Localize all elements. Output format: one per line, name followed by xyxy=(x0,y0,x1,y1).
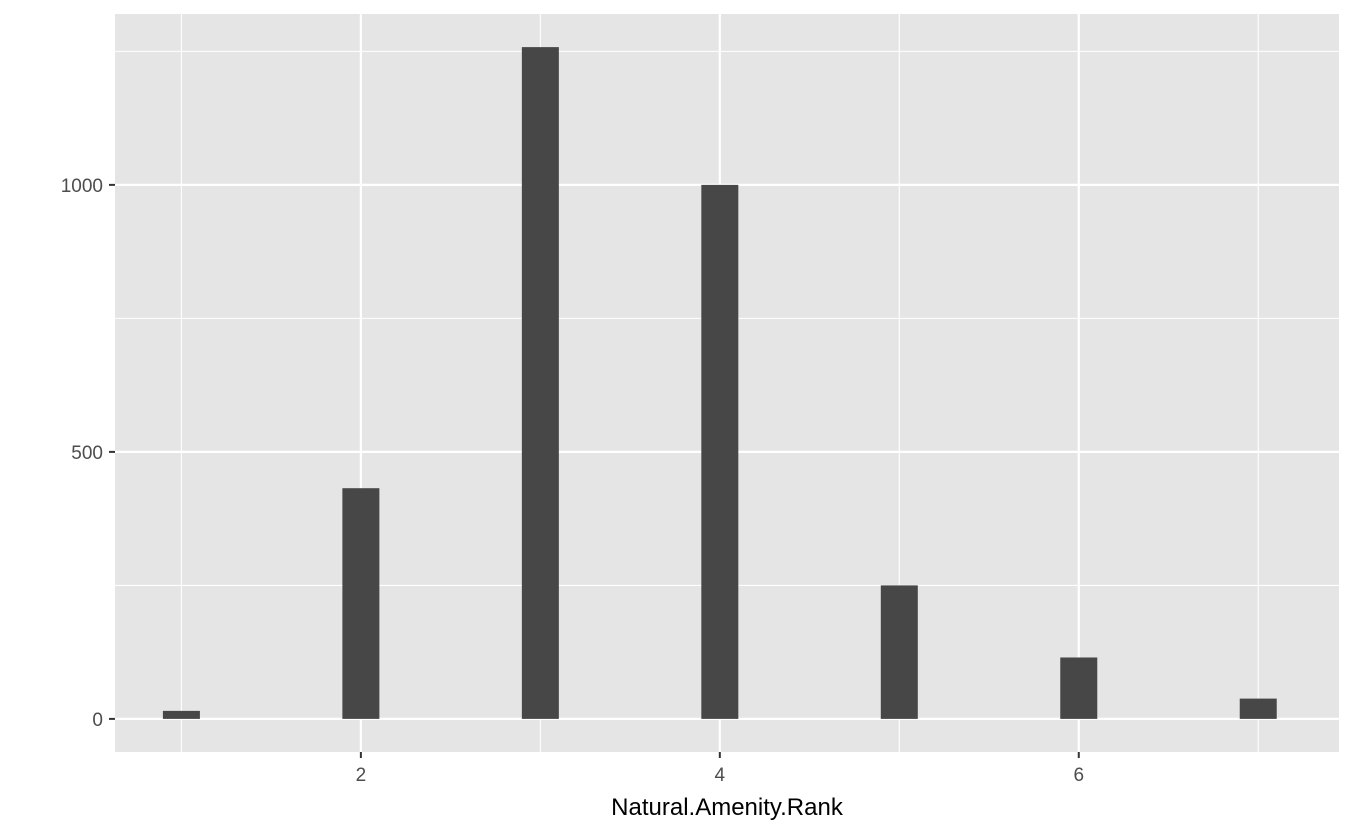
bar xyxy=(1060,657,1098,719)
y-tick-label: 1000 xyxy=(61,176,103,197)
x-tick-label: 2 xyxy=(356,765,367,786)
y-tick-label: 500 xyxy=(71,443,103,464)
y-axis: 0 500 1000 xyxy=(61,176,115,731)
x-axis: 2 4 6 xyxy=(356,752,1084,786)
y-tick-label: 0 xyxy=(92,710,103,731)
bar xyxy=(1239,698,1277,719)
bar xyxy=(521,47,559,719)
bar xyxy=(342,488,380,719)
x-tick-label: 6 xyxy=(1073,765,1084,786)
bars xyxy=(162,47,1277,719)
x-axis-title: Natural.Amenity.Rank xyxy=(611,794,844,821)
x-tick-label: 4 xyxy=(715,765,726,786)
bar xyxy=(880,585,918,719)
bar xyxy=(701,184,739,719)
bar xyxy=(162,710,200,719)
